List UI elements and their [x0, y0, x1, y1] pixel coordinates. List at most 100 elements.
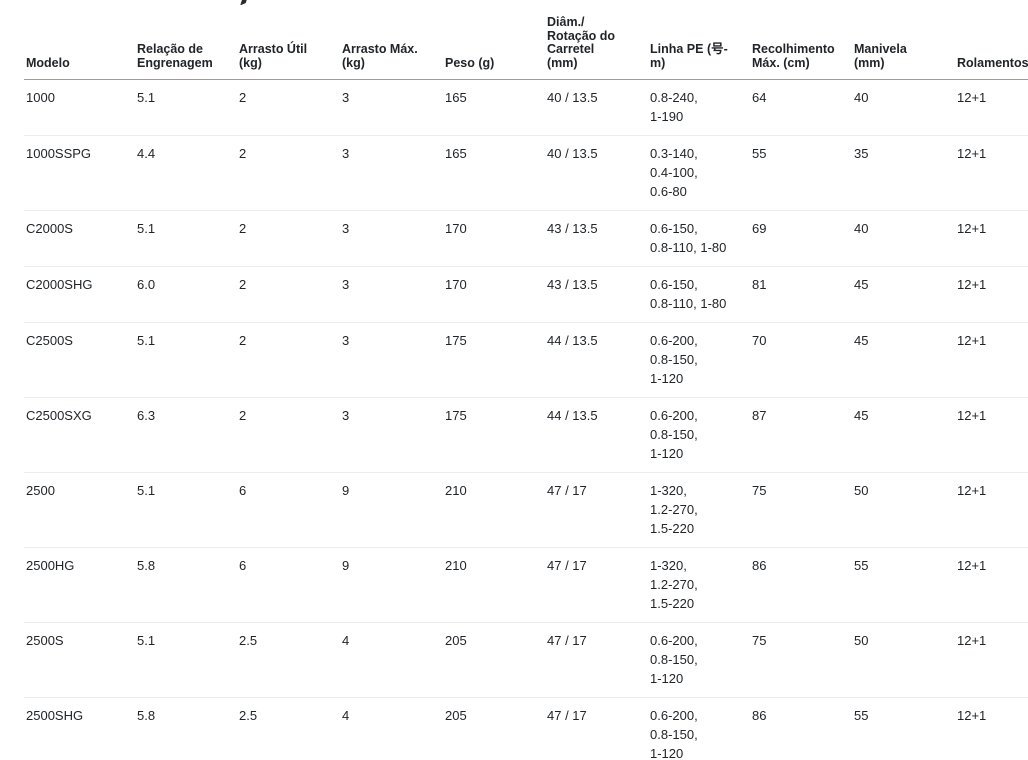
- cell-arrasto-util: 2: [237, 322, 340, 398]
- table-row: 1000SSPG 4.4 2 3 165 40 / 13.5 0.3-140, 0.4-10…: [24, 135, 1028, 211]
- cell-rolamentos: 12+1: [955, 79, 1028, 136]
- cell-peso: 170: [443, 210, 545, 267]
- cell-peso: 205: [443, 697, 545, 760]
- cell-linha-pe: 0.6-150, 0.8-110, 1-80: [648, 210, 750, 267]
- cell-diam-rotacao-carretel: 40 / 13.5: [545, 79, 648, 136]
- cell-arrasto-util: 2: [237, 79, 340, 136]
- cell-modelo: C2500SXG: [24, 397, 135, 473]
- column-header-linha-pe: Linha PE (号- m): [648, 0, 750, 80]
- cell-peso: 210: [443, 547, 545, 623]
- cell-modelo: C2000S: [24, 210, 135, 267]
- cell-modelo: 2500S: [24, 622, 135, 698]
- table-row: 2500S 5.1 2.5 4 205 47 / 17 0.6-200, 0.8-150, …: [24, 622, 1028, 698]
- cell-relacao-engrenagem: 5.1: [135, 79, 237, 136]
- cell-arrasto-max: 9: [340, 547, 443, 623]
- cell-diam-rotacao-carretel: 47 / 17: [545, 472, 648, 548]
- cell-diam-rotacao-carretel: 47 / 17: [545, 622, 648, 698]
- cell-peso: 165: [443, 135, 545, 211]
- cell-arrasto-max: 9: [340, 472, 443, 548]
- column-header-rolamentos: Rolamentos: [955, 0, 1028, 80]
- cell-linha-pe: 0.8-240, 1-190: [648, 79, 750, 136]
- cell-diam-rotacao-carretel: 44 / 13.5: [545, 397, 648, 473]
- cell-arrasto-max: 3: [340, 79, 443, 136]
- cell-recolhimento-max: 64: [750, 79, 852, 136]
- cell-rolamentos: 12+1: [955, 135, 1028, 211]
- cell-recolhimento-max: 75: [750, 622, 852, 698]
- cell-recolhimento-max: 86: [750, 547, 852, 623]
- cell-arrasto-max: 3: [340, 322, 443, 398]
- cell-modelo: C2000SHG: [24, 266, 135, 323]
- cell-arrasto-max: 3: [340, 210, 443, 267]
- column-header-arrasto-util: Arrasto Útil (kg): [237, 0, 340, 80]
- cell-recolhimento-max: 55: [750, 135, 852, 211]
- column-header-manivela: Manivela (mm): [852, 0, 955, 80]
- cell-arrasto-util: 2.5: [237, 697, 340, 760]
- cell-modelo: 2500: [24, 472, 135, 548]
- cell-rolamentos: 12+1: [955, 322, 1028, 398]
- cell-rolamentos: 12+1: [955, 266, 1028, 323]
- table-row: 2500 5.1 6 9 210 47 / 17 1-320, 1.2-270, 1.5-2…: [24, 472, 1028, 548]
- cell-peso: 175: [443, 397, 545, 473]
- cell-recolhimento-max: 75: [750, 472, 852, 548]
- table-row: C2500S 5.1 2 3 175 44 / 13.5 0.6-200, 0.8-150,…: [24, 322, 1028, 398]
- column-header-peso: Peso (g): [443, 0, 545, 80]
- cell-manivela: 55: [852, 697, 955, 760]
- cell-peso: 205: [443, 622, 545, 698]
- cell-arrasto-util: 2.5: [237, 622, 340, 698]
- cell-diam-rotacao-carretel: 47 / 17: [545, 547, 648, 623]
- cell-arrasto-max: 3: [340, 135, 443, 211]
- cell-diam-rotacao-carretel: 40 / 13.5: [545, 135, 648, 211]
- cell-rolamentos: 12+1: [955, 697, 1028, 760]
- cell-peso: 175: [443, 322, 545, 398]
- table-row: C2000SHG 6.0 2 3 170 43 / 13.5 0.6-150, 0.8-11…: [24, 266, 1028, 323]
- specs-table: Modelo Relação de Engrenagem Arrasto Útil …: [24, 0, 1028, 760]
- table-row: 2500HG 5.8 6 9 210 47 / 17 1-320, 1.2-270, 1.5…: [24, 547, 1028, 623]
- cell-modelo: C2500S: [24, 322, 135, 398]
- cell-manivela: 40: [852, 210, 955, 267]
- cell-recolhimento-max: 87: [750, 397, 852, 473]
- column-header-relacao-engrenagem: Relação de Engrenagem: [135, 0, 237, 80]
- cell-linha-pe: 0.6-150, 0.8-110, 1-80: [648, 266, 750, 323]
- cell-peso: 165: [443, 79, 545, 136]
- cell-relacao-engrenagem: 6.3: [135, 397, 237, 473]
- column-header-recolhimento-max: Recolhimento Máx. (cm): [750, 0, 852, 80]
- cell-linha-pe: 0.3-140, 0.4-100, 0.6-80: [648, 135, 750, 211]
- column-header-modelo: Modelo: [24, 0, 135, 80]
- cell-linha-pe: 0.6-200, 0.8-150, 1-120: [648, 322, 750, 398]
- table-row: 2500SHG 5.8 2.5 4 205 47 / 17 0.6-200, 0.8-150…: [24, 697, 1028, 760]
- cell-relacao-engrenagem: 5.1: [135, 472, 237, 548]
- cell-modelo: 2500SHG: [24, 697, 135, 760]
- cell-manivela: 45: [852, 322, 955, 398]
- column-header-diam-rotacao-carretel: Diâm./ Rotação do Carretel (mm): [545, 0, 648, 80]
- cell-arrasto-util: 2: [237, 210, 340, 267]
- cell-arrasto-max: 3: [340, 266, 443, 323]
- cell-diam-rotacao-carretel: 43 / 13.5: [545, 266, 648, 323]
- cell-rolamentos: 12+1: [955, 210, 1028, 267]
- cell-recolhimento-max: 69: [750, 210, 852, 267]
- cell-relacao-engrenagem: 4.4: [135, 135, 237, 211]
- cell-recolhimento-max: 81: [750, 266, 852, 323]
- cell-linha-pe: 1-320, 1.2-270, 1.5-220: [648, 472, 750, 548]
- column-header-arrasto-max: Arrasto Máx. (kg): [340, 0, 443, 80]
- cell-arrasto-util: 6: [237, 547, 340, 623]
- table-row: C2500SXG 6.3 2 3 175 44 / 13.5 0.6-200, 0.8-15…: [24, 397, 1028, 473]
- cell-relacao-engrenagem: 5.1: [135, 210, 237, 267]
- cell-relacao-engrenagem: 5.8: [135, 697, 237, 760]
- cell-modelo: 2500HG: [24, 547, 135, 623]
- cell-modelo: 1000SSPG: [24, 135, 135, 211]
- cell-linha-pe: 0.6-200, 0.8-150, 1-120: [648, 397, 750, 473]
- cell-manivela: 40: [852, 79, 955, 136]
- table-row: 1000 5.1 2 3 165 40 / 13.5 0.8-240, 1-190 64 40 1…: [24, 79, 1028, 136]
- cell-peso: 170: [443, 266, 545, 323]
- cell-relacao-engrenagem: 6.0: [135, 266, 237, 323]
- cell-diam-rotacao-carretel: 47 / 17: [545, 697, 648, 760]
- cell-manivela: 50: [852, 622, 955, 698]
- cell-manivela: 55: [852, 547, 955, 623]
- cell-rolamentos: 12+1: [955, 622, 1028, 698]
- cell-linha-pe: 1-320, 1.2-270, 1.5-220: [648, 547, 750, 623]
- cell-rolamentos: 12+1: [955, 472, 1028, 548]
- table-row: C2000S 5.1 2 3 170 43 / 13.5 0.6-150, 0.8-110,…: [24, 210, 1028, 267]
- cell-relacao-engrenagem: 5.8: [135, 547, 237, 623]
- cell-relacao-engrenagem: 5.1: [135, 622, 237, 698]
